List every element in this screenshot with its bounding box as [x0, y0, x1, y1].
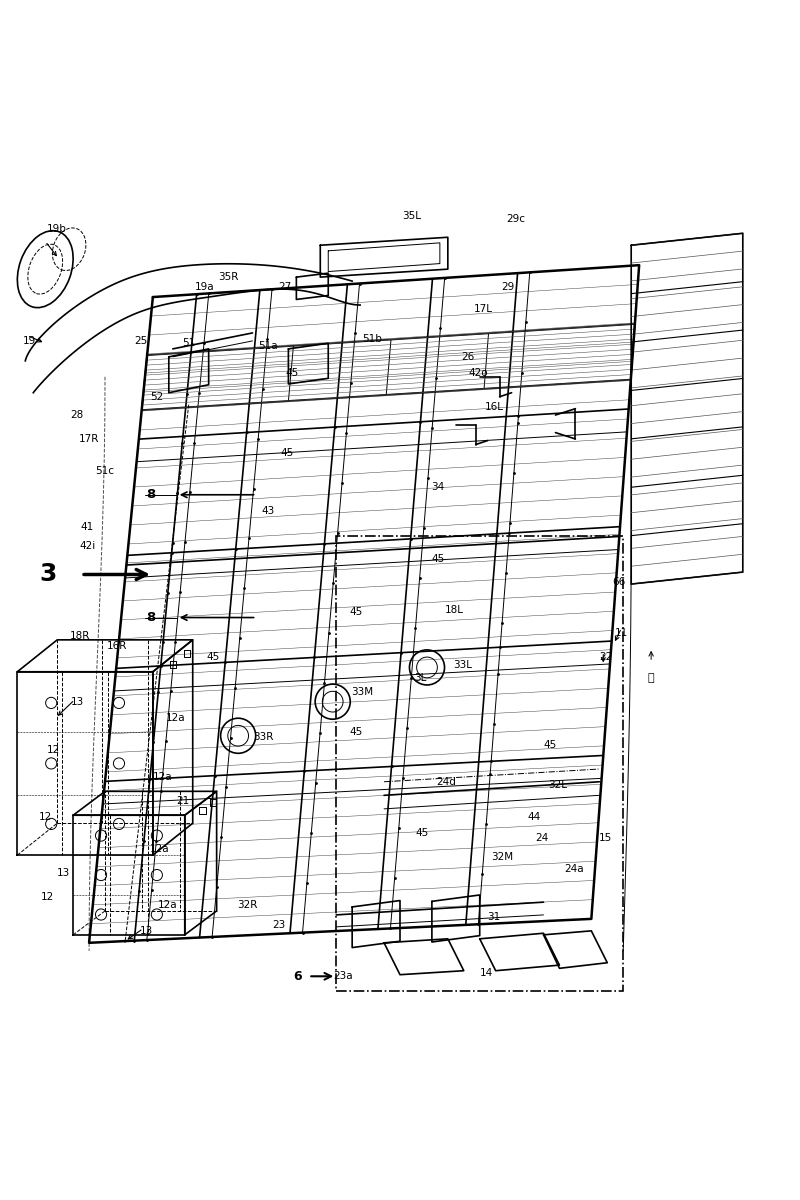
Text: 12: 12 [46, 745, 60, 755]
Text: 45: 45 [350, 607, 362, 617]
Text: 28: 28 [70, 410, 84, 420]
Text: 12a: 12a [153, 772, 172, 782]
Text: 19: 19 [22, 336, 36, 346]
Text: 18R: 18R [70, 631, 90, 641]
Text: 33M: 33M [350, 686, 373, 697]
Text: 32L: 32L [548, 780, 567, 790]
Text: 11: 11 [615, 629, 628, 638]
Text: 23a: 23a [333, 971, 353, 982]
Text: 42o: 42o [468, 367, 488, 378]
Text: 18L: 18L [445, 605, 464, 614]
Text: 45: 45 [432, 553, 445, 564]
Text: 13: 13 [57, 868, 70, 877]
Text: 16L: 16L [485, 402, 503, 412]
Text: 44: 44 [527, 812, 541, 822]
Text: 45: 45 [206, 653, 219, 662]
Text: 12a: 12a [158, 900, 177, 910]
Text: 45: 45 [280, 448, 294, 457]
Text: 45: 45 [350, 726, 362, 737]
Text: 24d: 24d [436, 776, 456, 787]
Text: 45: 45 [543, 740, 557, 750]
Text: 12a: 12a [166, 713, 185, 722]
Text: 31: 31 [487, 912, 501, 923]
Text: 24a: 24a [564, 864, 584, 875]
Text: 前: 前 [648, 673, 654, 683]
Text: 33R: 33R [253, 732, 273, 742]
Text: 43: 43 [262, 505, 275, 516]
Text: 8: 8 [146, 488, 156, 502]
Text: 52: 52 [150, 391, 163, 402]
Text: 29c: 29c [506, 214, 525, 224]
Text: 45: 45 [416, 828, 429, 838]
Text: 27: 27 [278, 282, 291, 293]
Text: 25: 25 [134, 336, 147, 346]
Text: 17R: 17R [79, 434, 99, 444]
Text: 33L: 33L [453, 660, 472, 671]
Text: 13: 13 [70, 697, 84, 707]
Text: 12: 12 [38, 812, 52, 822]
Text: 17L: 17L [474, 304, 494, 314]
Text: 29: 29 [501, 282, 514, 293]
Text: 32R: 32R [237, 900, 257, 910]
Text: 15: 15 [599, 833, 612, 842]
Text: 41: 41 [81, 522, 94, 532]
Text: 22: 22 [599, 653, 612, 662]
Text: 13: 13 [140, 926, 153, 936]
Text: 26: 26 [461, 352, 474, 362]
Text: 3: 3 [39, 563, 56, 587]
Text: 51a: 51a [258, 342, 278, 352]
Text: 45: 45 [286, 367, 299, 378]
Text: 19a: 19a [195, 282, 214, 292]
Text: 16R: 16R [106, 641, 127, 652]
Text: 51b: 51b [362, 334, 382, 343]
Text: 24: 24 [535, 833, 549, 842]
Text: 12a: 12a [150, 844, 169, 853]
Text: 19b: 19b [47, 224, 67, 234]
Text: 14: 14 [479, 968, 493, 978]
Text: 6: 6 [294, 970, 302, 983]
Text: 34: 34 [432, 481, 445, 492]
Text: 51: 51 [182, 338, 195, 348]
Text: 23: 23 [272, 920, 286, 930]
Text: 3L: 3L [414, 673, 426, 683]
Text: 8: 8 [146, 611, 156, 624]
Text: 12: 12 [41, 892, 54, 901]
Text: 21: 21 [177, 796, 190, 806]
Text: 35R: 35R [218, 272, 238, 282]
Text: 32M: 32M [491, 852, 513, 862]
Bar [336, 536, 623, 991]
Text: 42i: 42i [79, 541, 96, 551]
Text: 35L: 35L [402, 211, 422, 221]
Text: 51c: 51c [95, 466, 114, 476]
Text: 66: 66 [613, 577, 626, 588]
